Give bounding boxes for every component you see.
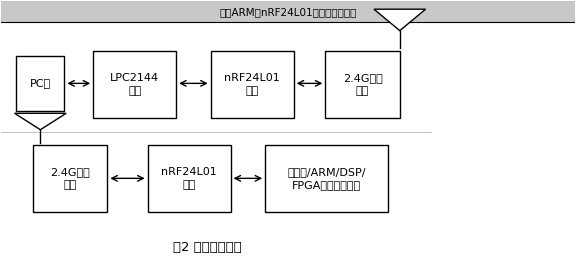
Text: 2.4G功放
模块: 2.4G功放 模块 — [50, 167, 90, 190]
Bar — [1, 1, 575, 22]
Text: 单片机/ARM/DSP/
FPGA平台应用环境: 单片机/ARM/DSP/ FPGA平台应用环境 — [287, 167, 366, 190]
Bar — [211, 51, 294, 119]
Text: 2.4G功放
模块: 2.4G功放 模块 — [343, 73, 382, 96]
Polygon shape — [14, 113, 66, 130]
Text: 基于ARM和nRF24L01的無線數據傳輸: 基于ARM和nRF24L01的無線數據傳輸 — [219, 7, 357, 17]
Polygon shape — [374, 9, 426, 31]
Bar — [33, 144, 108, 212]
Text: 图2 系统总体框图: 图2 系统总体框图 — [173, 241, 242, 254]
Text: LPC2144
模块: LPC2144 模块 — [110, 73, 159, 96]
Text: nRF24L01
模块: nRF24L01 模块 — [161, 167, 217, 190]
Text: nRF24L01
模块: nRF24L01 模块 — [224, 73, 280, 96]
Bar — [93, 51, 176, 119]
Bar — [325, 51, 400, 119]
Bar — [16, 56, 65, 111]
Bar — [265, 144, 388, 212]
Bar — [147, 144, 230, 212]
Text: PC机: PC机 — [29, 78, 51, 88]
